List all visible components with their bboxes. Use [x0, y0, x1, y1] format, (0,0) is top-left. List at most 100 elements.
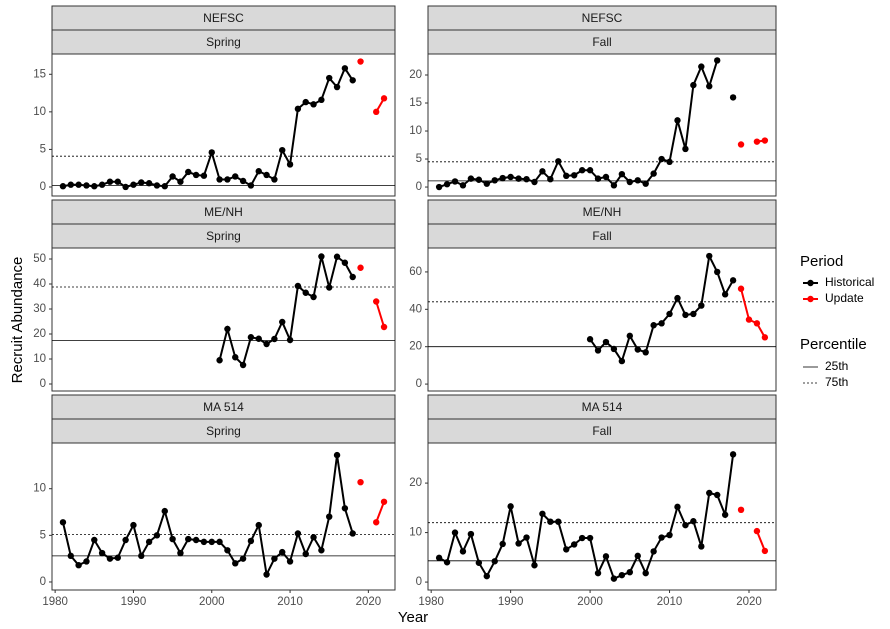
- point: [380, 323, 388, 331]
- point: [642, 349, 649, 356]
- point: [192, 536, 200, 544]
- point: [563, 546, 570, 553]
- y-tick-label: 0: [416, 576, 422, 588]
- point: [531, 562, 538, 569]
- point: [145, 180, 153, 187]
- legend-label: Update: [825, 291, 864, 305]
- point: [507, 173, 514, 181]
- point: [302, 289, 309, 296]
- panel: [51, 53, 396, 197]
- point: [216, 357, 223, 364]
- x-tick-label: 2020: [736, 596, 762, 608]
- strip-label: MA 514: [582, 400, 623, 414]
- point: [507, 503, 514, 510]
- strip-label: Fall: [592, 229, 611, 243]
- point: [610, 575, 618, 582]
- point: [91, 536, 98, 544]
- y-axis-title: Recruit Abundance: [9, 257, 26, 384]
- point: [586, 336, 594, 343]
- point: [443, 559, 451, 566]
- panel: [51, 247, 396, 392]
- legend-key-point: [807, 279, 814, 287]
- point: [658, 155, 665, 163]
- point: [224, 547, 231, 554]
- strip-label: NEFSC: [203, 11, 244, 25]
- series-line: [375, 501, 385, 523]
- point: [255, 335, 262, 342]
- point: [602, 338, 610, 346]
- y-tick-label: 20: [409, 477, 422, 489]
- point: [483, 572, 490, 580]
- point: [255, 521, 262, 529]
- point: [326, 284, 333, 291]
- y-tick-label: 10: [409, 125, 422, 137]
- point: [380, 95, 388, 102]
- legend-label: Historical: [825, 275, 874, 289]
- point: [310, 534, 317, 541]
- point: [177, 178, 184, 185]
- point: [318, 96, 325, 104]
- point: [169, 535, 176, 543]
- point: [706, 83, 713, 90]
- strip: [427, 418, 777, 444]
- point: [666, 531, 673, 539]
- point: [333, 253, 341, 260]
- point: [185, 535, 192, 543]
- point: [208, 538, 215, 546]
- point: [674, 117, 681, 124]
- point: [578, 167, 586, 174]
- point: [161, 183, 168, 190]
- point: [523, 534, 530, 541]
- point: [690, 81, 697, 89]
- point: [185, 168, 192, 176]
- point: [333, 83, 341, 91]
- point: [547, 175, 554, 183]
- x-tick-label: 1980: [42, 596, 68, 608]
- point: [547, 518, 554, 525]
- legend-title: Percentile: [800, 336, 867, 353]
- point: [618, 571, 626, 579]
- point: [761, 137, 769, 144]
- strip-label: Fall: [592, 35, 611, 49]
- strip-label: Fall: [592, 424, 611, 438]
- point: [602, 173, 610, 181]
- point: [75, 181, 82, 188]
- x-axis-title: Year: [398, 609, 428, 626]
- point: [714, 268, 721, 276]
- point: [555, 518, 562, 525]
- y-tick-label: 5: [40, 529, 46, 541]
- point: [349, 273, 356, 281]
- point: [138, 552, 145, 560]
- point: [721, 291, 729, 298]
- point: [435, 554, 443, 562]
- point: [357, 264, 364, 271]
- point: [753, 320, 761, 327]
- point: [67, 181, 74, 188]
- series-line: [375, 301, 385, 328]
- point: [642, 180, 649, 187]
- point: [59, 183, 67, 190]
- point: [239, 361, 247, 369]
- point: [737, 506, 745, 514]
- point: [153, 532, 161, 539]
- point: [106, 178, 114, 185]
- point: [130, 181, 137, 188]
- point: [200, 538, 208, 546]
- point: [263, 171, 270, 179]
- strip: [51, 418, 396, 444]
- legend-label: 25th: [825, 359, 848, 373]
- point: [161, 507, 168, 515]
- point: [279, 146, 286, 154]
- point: [594, 347, 602, 354]
- point: [373, 298, 380, 305]
- y-tick-label: 0: [416, 378, 422, 390]
- y-tick-label: 0: [40, 576, 46, 588]
- point: [586, 167, 594, 174]
- point: [286, 558, 294, 565]
- strip: [51, 199, 396, 225]
- point: [737, 285, 745, 292]
- point: [239, 555, 247, 562]
- x-tick-label: 1990: [498, 596, 524, 608]
- y-tick-label: 20: [409, 341, 422, 353]
- point: [435, 183, 443, 191]
